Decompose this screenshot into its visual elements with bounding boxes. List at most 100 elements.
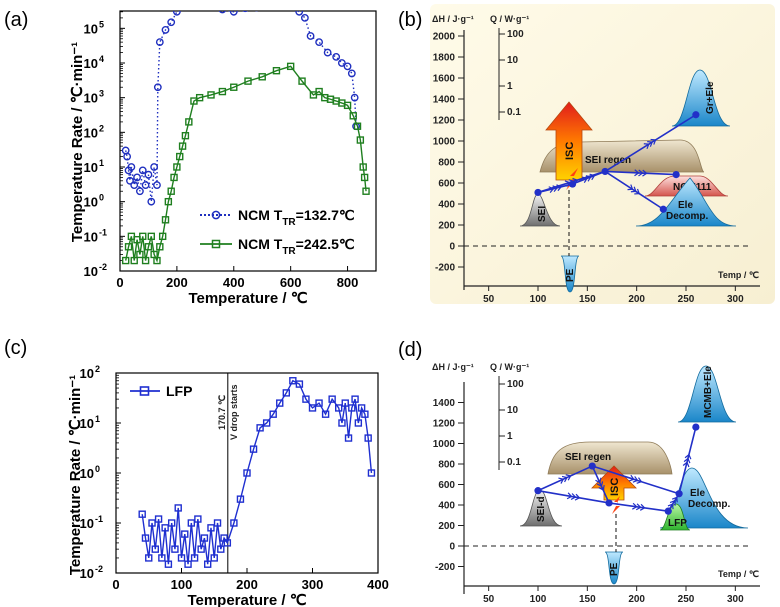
y-tick-exponent: 3 [99, 89, 104, 99]
x-tick-label: 100 [171, 577, 193, 592]
data-point [121, 146, 130, 155]
data-point [136, 187, 144, 196]
data-point [332, 52, 341, 61]
y-tick-exponent: -2 [95, 564, 103, 574]
series-line-1 [125, 11, 357, 202]
y-tick-exponent: 2 [95, 364, 100, 374]
data-point [147, 232, 155, 241]
data-point [126, 176, 134, 185]
data-point [185, 118, 193, 126]
data-point [167, 519, 176, 527]
lfp-shape [659, 503, 691, 531]
y-tick-exponent: 0 [99, 193, 104, 203]
x-tick-label: 300 [302, 577, 324, 592]
ele-decomp-shape [635, 177, 737, 227]
data-point [170, 173, 178, 182]
y-tick-label: -200 [435, 562, 455, 573]
data-point [173, 163, 181, 171]
reaction-path [572, 170, 606, 185]
data-point [136, 250, 144, 259]
data-point [194, 515, 202, 523]
reaction-node [588, 462, 596, 470]
reaction-path [605, 170, 677, 176]
panel-d-temp-label: Temp / ℃ [718, 569, 759, 579]
reaction-path [604, 114, 697, 173]
data-point [147, 197, 156, 206]
x-tick-label: 200 [628, 294, 645, 305]
data-point [354, 419, 363, 427]
y-tick-exponent: -2 [99, 262, 107, 272]
panel-a-x-ticks: 0 200 400 600 800 [116, 266, 358, 290]
panel-b-axes: 2000180016001400120010008006004002000-20… [432, 14, 760, 305]
reaction-path [608, 502, 669, 512]
reaction-node [672, 171, 680, 179]
y-tick-label: 10 [84, 160, 98, 175]
y-tick-label: 1400 [433, 398, 456, 409]
y-tick-label: 1200 [433, 419, 456, 430]
data-point [161, 216, 170, 224]
path-chevrons-icon [634, 169, 648, 177]
legend-entry-ncm-132: NCM TTR=132.7℃ [200, 207, 355, 228]
y-tick-label: 10 [80, 566, 94, 581]
x-tick-label: 800 [337, 275, 359, 290]
q-tick-label: 10 [507, 405, 519, 416]
data-point [258, 73, 266, 81]
data-point [344, 434, 353, 442]
y-tick-label: 10 [84, 125, 98, 140]
reaction-node [534, 188, 542, 197]
pe-label-d: PE [609, 562, 620, 576]
data-point [348, 404, 356, 412]
panel-b: (b) 200018001600140012001000800600400200… [398, 4, 775, 305]
path-chevrons-icon [566, 492, 581, 501]
sei-regen-label: SEI regen [585, 155, 631, 166]
data-point [223, 539, 232, 547]
data-point [181, 530, 189, 538]
data-point [321, 410, 330, 418]
data-point [362, 187, 370, 195]
data-point [230, 519, 238, 527]
path-chevrons-icon [682, 453, 692, 468]
panel-d-y-ticks: 1400 1200 1000 800 600 400 200 0 -200 [433, 398, 464, 573]
data-point [361, 410, 369, 418]
data-point [351, 395, 359, 403]
y-tick-label: 200 [438, 221, 455, 232]
data-point [144, 243, 153, 251]
x-tick-label: 200 [236, 577, 258, 592]
data-point [295, 380, 304, 388]
x-tick-label: 50 [483, 294, 495, 305]
panel-d-q-label: Q / W·g⁻¹ [490, 362, 529, 372]
data-point [262, 419, 271, 427]
series-line-1 [141, 379, 373, 565]
y-tick-label: 800 [438, 158, 455, 169]
data-point [196, 2, 202, 8]
data-point [164, 197, 173, 206]
data-point [141, 181, 150, 190]
x-tick-label: 300 [727, 594, 744, 605]
y-tick-label: 2000 [433, 32, 456, 43]
path-chevrons-icon [595, 477, 605, 491]
reaction-node [692, 111, 700, 119]
q-tick-label: 1 [507, 431, 513, 442]
data-point [341, 399, 349, 407]
isc-spark-icon-d [612, 496, 620, 514]
data-point [256, 424, 264, 432]
panel-c-x-ticks: 0 100 200 300 400 [112, 568, 389, 592]
path-chevrons-icon [643, 138, 657, 150]
data-point [153, 181, 161, 190]
path-chevrons-icon [581, 173, 596, 184]
path-chevrons-icon [631, 502, 646, 511]
lfp-label: LFP [668, 518, 687, 529]
q-tick-label: 0.1 [507, 457, 521, 468]
data-point [188, 2, 194, 8]
x-tick-label: 200 [166, 275, 188, 290]
data-point [335, 404, 343, 412]
data-point [244, 77, 252, 85]
data-point [308, 404, 317, 412]
data-point [177, 554, 186, 562]
data-point [130, 256, 138, 265]
data-point [276, 3, 282, 9]
data-point [302, 395, 310, 403]
